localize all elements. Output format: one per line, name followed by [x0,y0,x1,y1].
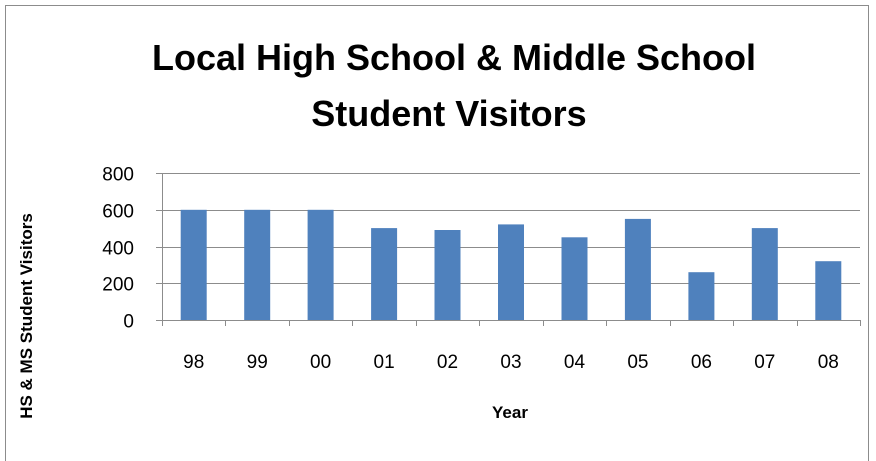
y-tick-label: 800 [102,165,134,186]
chart-title-line-1: Local High School & Middle School [152,37,756,78]
bar-05 [624,218,651,320]
x-tick-label-06: 06 [691,352,712,373]
bar-02 [434,230,461,320]
bars [180,209,842,321]
chart-title-line-2: Student Visitors [311,93,586,134]
y-tick-label: 0 [123,312,134,333]
bar-07 [751,228,778,320]
x-tick-label-05: 05 [627,352,648,373]
x-tick-label-08: 08 [818,352,839,373]
axes [156,173,861,326]
y-tick-label: 600 [102,202,134,223]
bar-00 [307,209,334,321]
y-tick-labels: 0 200 400 600 800 [102,165,134,333]
y-axis-title: HS & MS Student Visitors [17,213,36,419]
x-tick-label-00: 00 [310,352,331,373]
x-tick-label-01: 01 [374,352,395,373]
x-tick-label-98: 98 [183,352,204,373]
bar-04 [561,237,588,320]
y-tick-label: 400 [102,239,134,260]
x-tick-labels: 98 99 00 01 02 03 04 05 06 07 08 [183,352,839,373]
x-axis-title: Year [492,403,528,422]
x-tick-label-03: 03 [500,352,521,373]
y-tick-label: 200 [102,275,134,296]
bar-03 [498,224,524,320]
bar-08 [815,261,842,320]
bar-01 [371,228,398,320]
x-tick-label-02: 02 [437,352,458,373]
x-tick-label-99: 99 [247,352,268,373]
x-tick-label-07: 07 [754,352,775,373]
bar-98 [180,209,207,321]
bar-06 [688,272,715,320]
bar-99 [244,209,271,321]
x-tick-label-04: 04 [564,352,586,373]
